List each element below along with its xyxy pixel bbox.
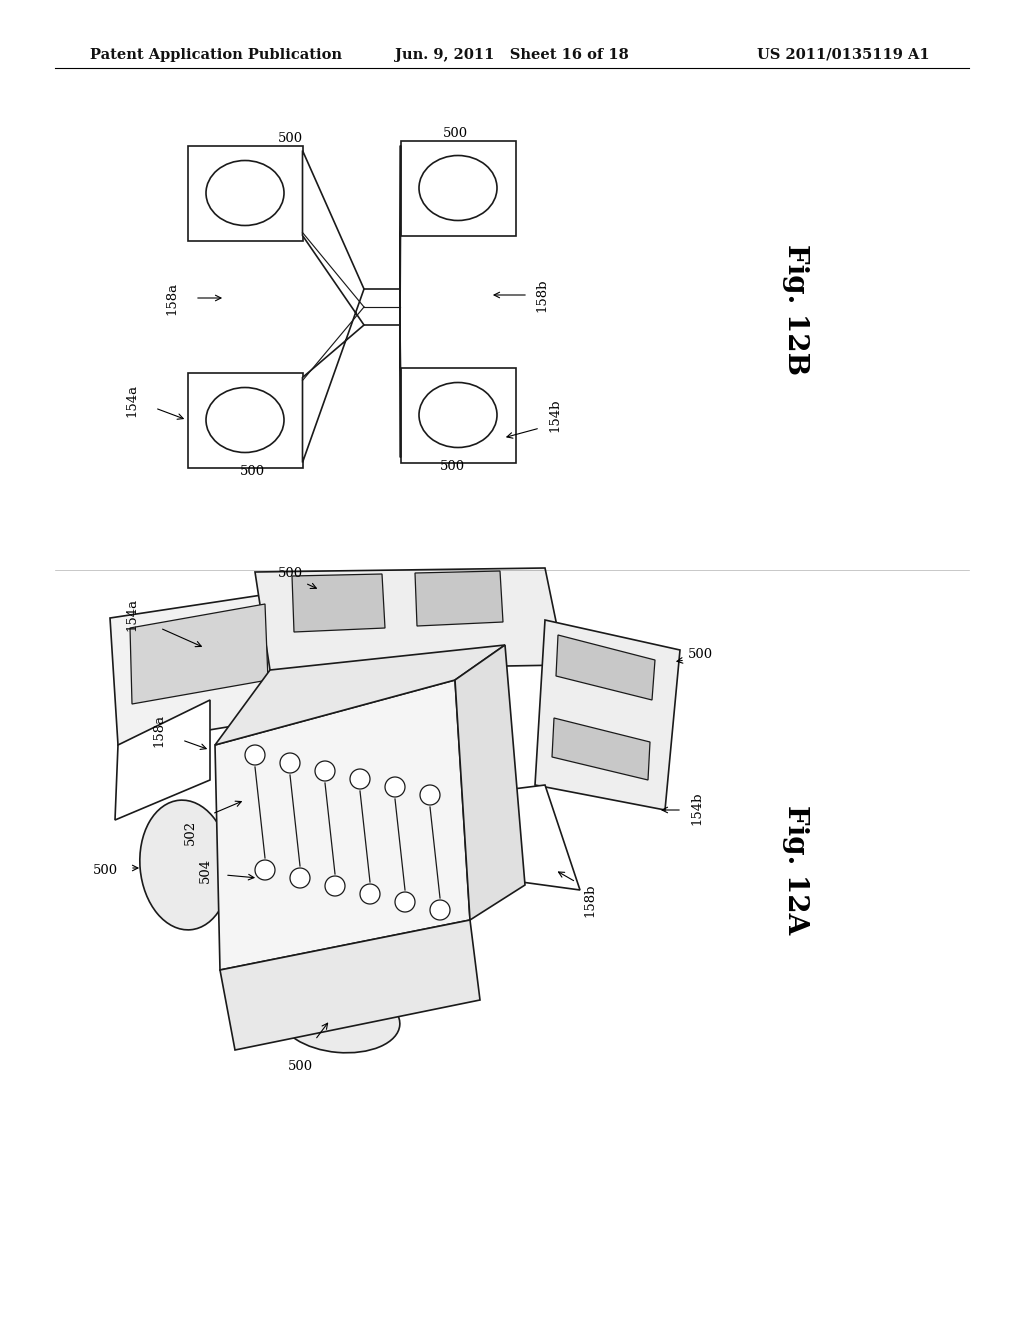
Polygon shape xyxy=(552,718,650,780)
Polygon shape xyxy=(220,920,480,1049)
Polygon shape xyxy=(110,590,300,744)
Text: 154a: 154a xyxy=(125,598,138,631)
Text: Fig. 12B: Fig. 12B xyxy=(781,244,809,375)
Bar xyxy=(400,140,515,235)
Polygon shape xyxy=(415,572,503,626)
Text: 504: 504 xyxy=(199,858,212,883)
Ellipse shape xyxy=(140,800,230,929)
Text: 500: 500 xyxy=(93,863,118,876)
Bar xyxy=(187,145,302,240)
Text: 500: 500 xyxy=(278,132,302,145)
Polygon shape xyxy=(292,574,385,632)
Polygon shape xyxy=(215,680,470,970)
Text: 158b: 158b xyxy=(535,279,548,312)
Text: 500: 500 xyxy=(278,568,302,579)
Ellipse shape xyxy=(281,987,399,1053)
Text: 500: 500 xyxy=(442,127,468,140)
Polygon shape xyxy=(302,150,364,462)
Text: Fig. 12A: Fig. 12A xyxy=(781,805,809,935)
Text: 154b: 154b xyxy=(548,399,561,432)
Text: 500: 500 xyxy=(240,465,264,478)
Text: Patent Application Publication: Patent Application Publication xyxy=(90,48,342,62)
Polygon shape xyxy=(130,605,268,704)
Text: 158b: 158b xyxy=(583,883,596,917)
Text: 500: 500 xyxy=(288,1060,312,1073)
Circle shape xyxy=(430,900,450,920)
Circle shape xyxy=(255,861,275,880)
Circle shape xyxy=(350,770,370,789)
Polygon shape xyxy=(215,645,505,744)
Circle shape xyxy=(245,744,265,766)
Text: US 2011/0135119 A1: US 2011/0135119 A1 xyxy=(758,48,930,62)
Polygon shape xyxy=(556,635,655,700)
Circle shape xyxy=(325,876,345,896)
Polygon shape xyxy=(465,785,580,890)
Bar xyxy=(400,367,515,462)
Circle shape xyxy=(315,762,335,781)
Text: 502: 502 xyxy=(184,820,197,845)
Text: 500: 500 xyxy=(688,648,713,661)
Circle shape xyxy=(290,869,310,888)
Bar xyxy=(187,372,302,467)
Text: 158a: 158a xyxy=(165,281,178,314)
Text: 154b: 154b xyxy=(690,791,703,825)
Polygon shape xyxy=(455,645,525,920)
Circle shape xyxy=(385,777,406,797)
Circle shape xyxy=(420,785,440,805)
Polygon shape xyxy=(115,700,210,820)
Text: 158a: 158a xyxy=(152,713,165,747)
Text: 500: 500 xyxy=(439,459,465,473)
Circle shape xyxy=(360,884,380,904)
Polygon shape xyxy=(255,568,565,671)
Text: Jun. 9, 2011   Sheet 16 of 18: Jun. 9, 2011 Sheet 16 of 18 xyxy=(395,48,629,62)
Circle shape xyxy=(395,892,415,912)
Polygon shape xyxy=(535,620,680,810)
Circle shape xyxy=(280,752,300,774)
Text: 154a: 154a xyxy=(125,383,138,417)
